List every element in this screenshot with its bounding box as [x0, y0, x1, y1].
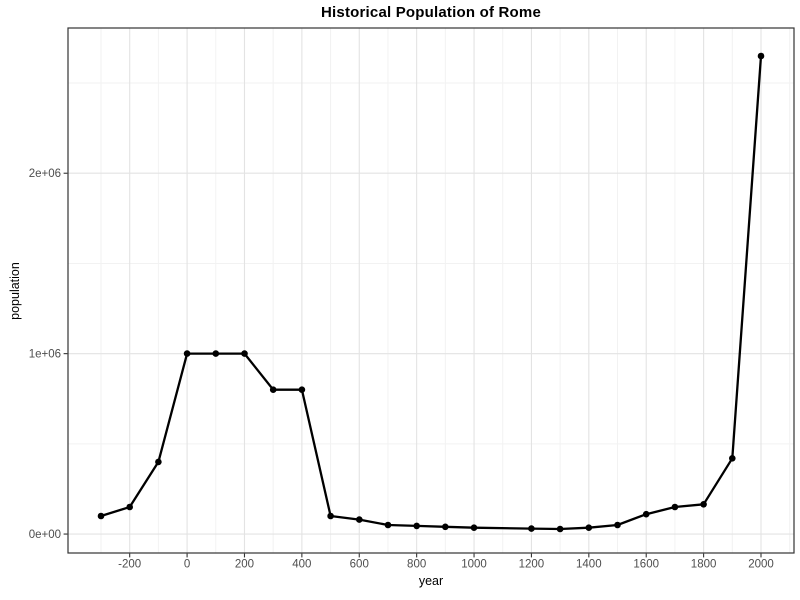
data-point	[556, 525, 564, 533]
x-tick-label: 400	[292, 559, 311, 571]
data-point	[671, 503, 679, 511]
data-point	[700, 501, 707, 508]
y-tick-label: 0e+00	[29, 529, 61, 541]
data-point	[729, 455, 736, 462]
panel-background	[68, 28, 794, 553]
x-tick-label: 0	[184, 559, 190, 571]
y-tick-label: 2e+06	[29, 168, 61, 180]
data-point	[97, 512, 105, 520]
x-axis-title: year	[418, 574, 444, 588]
x-tick-label: -200	[118, 559, 141, 571]
data-point	[642, 510, 650, 518]
data-point	[241, 350, 248, 357]
data-point	[442, 523, 449, 531]
x-tick-label: 1400	[576, 559, 602, 571]
data-point	[614, 521, 621, 529]
x-tick-label: 200	[235, 559, 254, 571]
data-point	[183, 350, 191, 357]
x-tick-label: 800	[407, 559, 426, 571]
data-point	[528, 525, 535, 532]
data-point	[212, 350, 220, 357]
data-point	[298, 386, 306, 394]
data-point	[585, 524, 593, 531]
data-point	[269, 386, 277, 394]
data-point	[155, 458, 162, 466]
data-point	[327, 512, 334, 520]
y-tick-label: 1e+06	[29, 349, 61, 361]
data-point	[126, 503, 133, 511]
x-tick-label: 1000	[461, 559, 487, 571]
x-tick-label: 1600	[633, 559, 659, 571]
x-tick-label: 600	[350, 559, 369, 571]
x-tick-label: 1800	[691, 559, 717, 571]
panel-border	[67, 27, 795, 554]
data-point	[384, 521, 392, 529]
data-point	[470, 524, 478, 531]
y-axis-title: population	[8, 262, 22, 320]
x-tick-label: 1200	[519, 559, 545, 571]
data-point	[413, 522, 421, 530]
x-tick-label: 2000	[748, 559, 774, 571]
chart-title: Historical Population of Rome	[321, 4, 541, 21]
data-point	[757, 52, 765, 60]
data-point	[356, 516, 363, 523]
